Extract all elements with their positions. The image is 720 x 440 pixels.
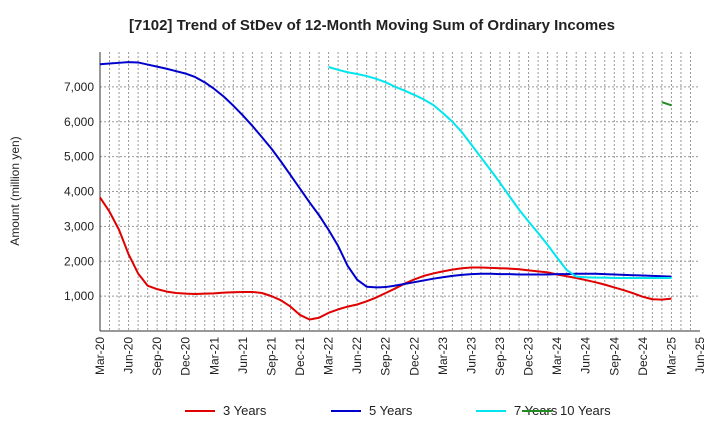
x-tick-label: Mar-22 — [322, 337, 336, 375]
series-line-5-years — [99, 61, 672, 289]
x-tick-label: Sep-21 — [264, 337, 278, 376]
x-tick-label: Jun-21 — [236, 337, 250, 374]
chart-title: [7102] Trend of StDev of 12-Month Moving… — [129, 17, 615, 34]
x-tick-label: Sep-22 — [379, 337, 393, 376]
y-axis-label: Amount (million yen) — [8, 136, 22, 245]
x-tick-label: Sep-23 — [493, 337, 507, 376]
x-tick-label: Dec-21 — [293, 337, 307, 376]
x-tick-label: Sep-20 — [150, 337, 164, 376]
x-tick-label: Mar-23 — [436, 337, 450, 375]
x-tick-label: Sep-24 — [607, 337, 621, 376]
legend-label: 10 Years — [560, 403, 611, 418]
legend-label: 5 Years — [369, 403, 413, 418]
grid-lines — [100, 52, 700, 331]
x-tick-label: Jun-22 — [350, 337, 364, 374]
x-tick-label: Jun-23 — [464, 337, 478, 374]
y-tick-label: 3,000 — [64, 219, 94, 233]
x-tick-label: Jun-24 — [579, 337, 593, 374]
y-tick-label: 1,000 — [64, 289, 94, 303]
legend-label: 3 Years — [223, 403, 267, 418]
y-tick-label: 4,000 — [64, 185, 94, 199]
x-tick-label: Mar-20 — [93, 337, 107, 375]
x-tick-label: Dec-20 — [179, 337, 193, 376]
series-line-7-years — [328, 66, 672, 279]
series-lines — [99, 61, 672, 321]
x-tick-label: Dec-22 — [407, 337, 421, 376]
y-tick-label: 7,000 — [64, 80, 94, 94]
y-tick-labels: 1,000 2,000 3,000 4,000 5,000 6,000 7,000 — [64, 80, 94, 303]
y-tick-label: 6,000 — [64, 115, 94, 129]
x-tick-label: Mar-21 — [207, 337, 221, 375]
axes — [99, 52, 700, 332]
x-tick-label: Dec-23 — [522, 337, 536, 376]
y-tick-label: 2,000 — [64, 254, 94, 268]
series-line-10-years — [661, 101, 672, 107]
x-tick-label: Dec-24 — [636, 337, 650, 376]
x-tick-label: Mar-24 — [550, 337, 564, 375]
x-tick-label: Jun-20 — [122, 337, 136, 374]
y-tick-label: 5,000 — [64, 150, 94, 164]
x-tick-label: Jun-25 — [693, 337, 707, 374]
x-tick-label: Mar-25 — [664, 337, 678, 375]
series-line-3-years — [99, 196, 672, 321]
x-tick-labels: Mar-20 Jun-20 Sep-20 Dec-20 Mar-21 Jun-21 Sep-… — [93, 337, 707, 376]
legend: 3 Years 5 Years 7 Years 10 Years — [185, 403, 611, 418]
